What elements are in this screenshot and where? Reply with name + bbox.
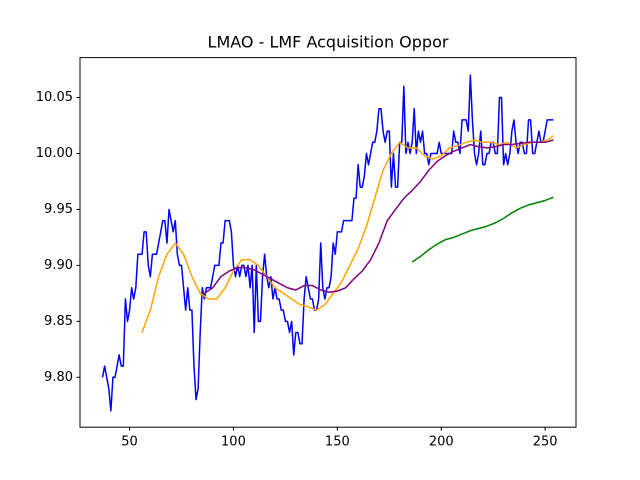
x-tick-label: 150 — [325, 435, 350, 450]
x-tick-label: 200 — [429, 435, 454, 450]
axes-frame — [79, 57, 577, 428]
y-tick-label: 10.05 — [36, 90, 73, 105]
x-tick-label: 250 — [533, 435, 558, 450]
x-tick-label: 50 — [121, 435, 138, 450]
line-series — [203, 139, 554, 294]
chart-title: LMAO - LMF Acquisition Oppor — [208, 33, 449, 52]
line-series — [411, 196, 554, 263]
x-tick-label: 100 — [221, 435, 246, 450]
y-tick-label: 9.80 — [44, 370, 73, 385]
y-tick-label: 9.90 — [44, 258, 73, 273]
y-tick-label: 9.85 — [44, 314, 73, 329]
y-tick-label: 9.95 — [44, 202, 73, 217]
y-tick-label: 10.00 — [36, 146, 73, 161]
plot-area — [101, 74, 554, 412]
line-series — [101, 74, 554, 412]
line-series — [141, 135, 554, 333]
